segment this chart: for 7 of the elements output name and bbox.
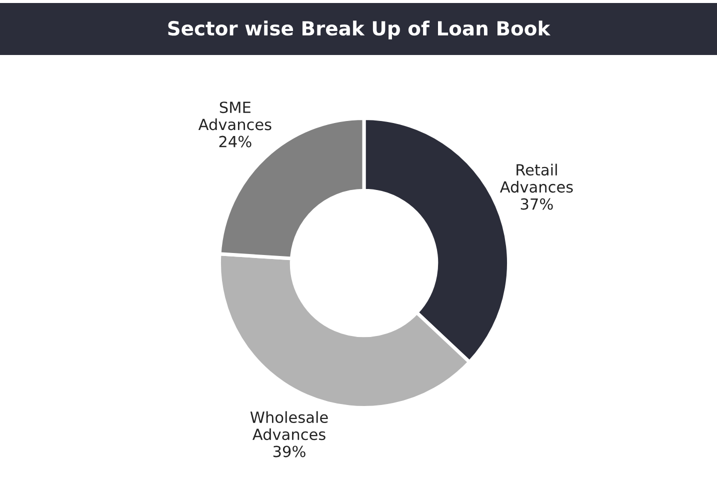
data-label: 24% [219,136,252,148]
slice-label: Retail Advances [500,164,573,193]
slice-label: SME Advances [198,102,272,130]
data-label: 37% [520,198,553,210]
slice-label: Wholesale Advances [250,411,328,440]
data-label: 39% [273,446,306,458]
chart-title: Sector wise Break Up of Loan Book [168,20,551,40]
